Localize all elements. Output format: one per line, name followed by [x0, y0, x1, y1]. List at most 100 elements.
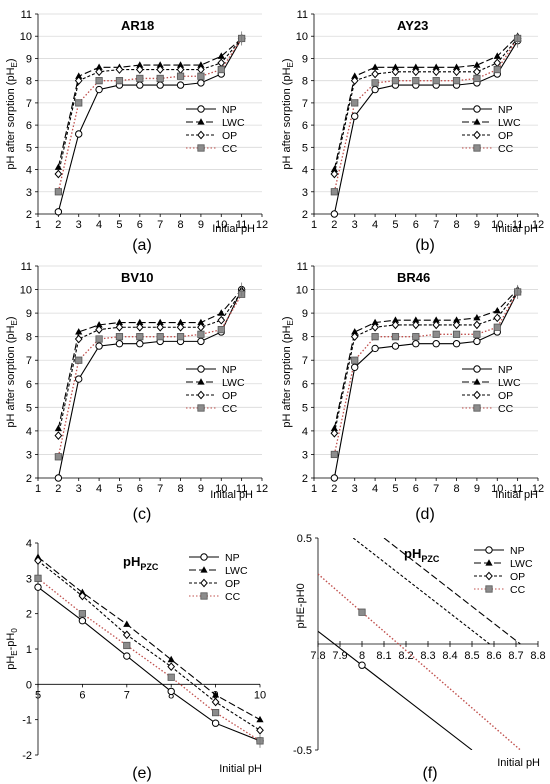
series-line-op: [57, 38, 243, 175]
legend-marker-lwc: [200, 566, 208, 573]
x-tick-label: 11: [512, 483, 523, 495]
data-point-np-shape: [136, 340, 144, 348]
data-point-op-shape: [34, 556, 42, 566]
data-point-cc-shape: [75, 99, 83, 107]
data-point-lwc: [197, 61, 205, 68]
y-axis-title: pHE-pH0: [295, 583, 307, 628]
data-point-lwc-shape: [371, 63, 379, 70]
data-point-np: [351, 112, 359, 120]
data-point-lwc-shape: [351, 328, 359, 335]
legend-label-cc: CC: [498, 143, 514, 155]
legend-label-cc: CC: [225, 591, 241, 603]
data-point-op: [115, 322, 124, 332]
x-tick-label: 8.3: [420, 650, 435, 662]
data-point-cc-shape: [217, 325, 225, 334]
legend-marker-np: [197, 365, 205, 373]
data-point-cc-shape: [452, 330, 461, 338]
y-tick-label: 11: [21, 9, 32, 21]
data-point-cc: [432, 77, 440, 85]
legend-marker-lwc: [473, 378, 481, 385]
y-tick-label: 5: [302, 142, 308, 154]
data-point-lwc-shape: [473, 314, 481, 321]
data-point-lwc: [473, 314, 481, 321]
data-point-op-shape: [432, 320, 441, 330]
data-point-np-shape: [54, 474, 63, 482]
y-tick-label: 3: [26, 449, 32, 461]
data-point-lwc-shape: [217, 309, 225, 316]
data-point-cc-shape: [136, 74, 144, 83]
data-point-lwc-shape: [256, 715, 264, 723]
data-point-np: [371, 85, 379, 94]
x-tick-label: 4: [96, 483, 102, 495]
legend-marker-op: [200, 578, 208, 588]
data-point-op: [256, 725, 264, 735]
data-point-cc: [95, 335, 103, 343]
data-point-lwc: [371, 318, 379, 326]
data-point-op-shape: [115, 65, 124, 74]
data-point-op: [135, 322, 144, 332]
legend-marker-cc: [197, 144, 205, 152]
data-point-cc: [75, 356, 83, 364]
legend-marker-lwc-shape: [197, 118, 205, 125]
legend-label-np: NP: [225, 552, 240, 564]
data-point-cc-shape: [115, 77, 124, 85]
legend-label-op: OP: [498, 390, 513, 402]
y-tick-label: -2: [22, 750, 32, 762]
legend-marker-np-shape: [485, 546, 493, 554]
data-point-lwc-shape: [391, 316, 400, 323]
data-point-np-shape: [115, 340, 124, 348]
chart-title: pHPZC: [123, 554, 159, 572]
data-point-cc-shape: [54, 188, 62, 196]
y-tick-label: 4: [26, 165, 32, 177]
data-point-cc: [136, 333, 144, 341]
data-point-cc-shape: [123, 641, 131, 650]
panel-caption: (f): [422, 765, 437, 782]
data-point-lwc-shape: [197, 61, 205, 68]
data-point-lwc: [452, 63, 461, 70]
data-point-lwc: [156, 318, 164, 326]
y-tick-label: 5: [26, 402, 32, 414]
x-tick-label: 2: [55, 219, 61, 231]
series-line-cc: [318, 573, 521, 750]
data-point-lwc: [412, 63, 420, 70]
data-point-np-shape: [452, 340, 461, 348]
data-point-cc-shape: [211, 709, 220, 717]
data-point-lwc-shape: [156, 61, 164, 68]
legend-label-lwc: LWC: [222, 117, 245, 129]
legend-label-lwc: LWC: [498, 117, 521, 129]
data-point-cc: [473, 330, 481, 338]
x-tick-label: 8.1: [376, 650, 391, 662]
data-point-cc: [351, 356, 359, 364]
data-point-lwc-shape: [197, 318, 205, 326]
data-point-op-shape: [473, 67, 481, 77]
series-line-cc: [333, 291, 519, 455]
data-point-op: [493, 313, 502, 323]
data-point-cc: [167, 673, 175, 681]
x-tick-label: 9: [474, 219, 480, 231]
y-tick-label: 8: [302, 332, 308, 344]
data-point-np-shape: [78, 617, 87, 625]
x-tick-label: 6: [137, 483, 143, 495]
y-tick-label: 9: [302, 308, 308, 320]
legend-label-op: OP: [222, 390, 237, 402]
data-point-lwc-shape: [432, 63, 440, 70]
data-point-cc: [473, 74, 481, 83]
y-tick-label: 2: [26, 609, 32, 621]
x-tick-label: 7: [157, 219, 163, 231]
data-point-np: [371, 344, 379, 353]
data-point-op-shape: [167, 662, 176, 672]
legend-label-op: OP: [225, 578, 240, 590]
data-point-lwc: [115, 318, 124, 326]
data-point-cc-shape: [371, 333, 379, 341]
data-point-op-shape: [135, 322, 144, 332]
data-point-cc-shape: [351, 356, 359, 364]
data-point-lwc-shape: [75, 328, 83, 335]
data-point-lwc: [351, 328, 359, 335]
x-tick-label: 8: [177, 483, 183, 495]
data-point-lwc: [95, 321, 103, 328]
legend-marker-op-shape: [200, 578, 208, 588]
legend-marker-lwc: [197, 378, 205, 385]
